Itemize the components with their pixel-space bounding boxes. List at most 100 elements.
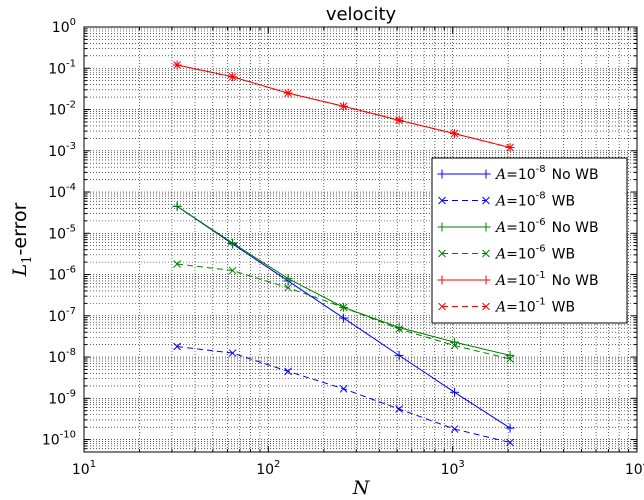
legend-label-exponent: -1 (536, 270, 546, 281)
legend-item: A=10-8 WB (438, 191, 575, 210)
legend-label: A=10-6 WB (494, 244, 575, 263)
tick-label-base: 10 (48, 350, 66, 366)
series-3 (173, 260, 514, 363)
legend-label-variable: A (494, 220, 506, 236)
tick-label-base: 10 (441, 462, 459, 478)
legend-label-exponent: -8 (536, 164, 546, 175)
data-point-marker (284, 89, 292, 97)
legend-label-exponent: -1 (536, 297, 546, 308)
legend-label-suffix: WB (552, 194, 575, 210)
data-point-marker (506, 438, 514, 447)
tick-label-exponent: -10 (60, 430, 76, 441)
tick-label-base: 10 (48, 185, 66, 201)
legend-label-suffix: WB (552, 300, 575, 316)
legend-item: A=10-1 WB (438, 297, 575, 316)
tick-label-base: 10 (48, 61, 66, 77)
data-point-marker (228, 349, 237, 357)
legend-item: A=10-8 No WB (437, 164, 599, 183)
tick-label-exponent: -1 (66, 58, 76, 69)
grid (84, 27, 637, 452)
y-axis-label: L1-error (9, 202, 35, 277)
data-point-marker (339, 102, 348, 111)
x-tick-label: 103 (441, 459, 465, 478)
legend-label-exponent: -8 (536, 191, 546, 202)
y-tick-label: 10-8 (48, 347, 76, 366)
tick-label-exponent: -7 (66, 306, 76, 317)
tick-label-base: 10 (48, 226, 66, 242)
tick-label-base: 10 (42, 433, 60, 449)
ticks (83, 26, 638, 453)
series-1 (173, 342, 514, 447)
data-point-marker (173, 260, 181, 268)
legend-box (431, 157, 628, 324)
data-point-marker (339, 303, 348, 312)
x-axis-label: N (352, 477, 371, 499)
legend-item: A=10-1 No WB (437, 270, 599, 289)
legend-label-equals: =10 (506, 220, 536, 236)
tick-label-base: 10 (52, 20, 70, 36)
legend-marker (482, 302, 490, 311)
series-layer (172, 60, 515, 447)
data-point-marker (450, 341, 459, 350)
legend-label: A=10-1 WB (494, 297, 575, 316)
legend-label-exponent: -6 (536, 244, 546, 255)
y-tick-label: 10-3 (48, 141, 76, 160)
legend-label: A=10-8 WB (494, 191, 575, 210)
legend-item: A=10-6 No WB (437, 217, 599, 236)
data-point-marker (450, 129, 459, 138)
data-point-marker (395, 325, 403, 333)
legend-label-equals: =10 (506, 247, 536, 263)
legend-label-suffix: No WB (552, 220, 599, 236)
legend-marker (482, 249, 490, 258)
legend-label-variable: A (494, 167, 506, 183)
tick-label-exponent: -9 (66, 388, 76, 399)
chart-title: velocity (326, 4, 397, 25)
tick-label-base: 10 (48, 103, 66, 119)
tick-label-base: 10 (48, 268, 66, 284)
data-point-marker (339, 384, 348, 393)
tick-label-exponent: 2 (274, 459, 280, 470)
tick-labels: 10110210310410010-110-210-310-410-510-61… (42, 17, 644, 478)
legend: A=10-8 No WBA=10-8 WBA=10-6 No WBA=10-6 WBA=… (431, 157, 628, 324)
tick-label-exponent: 3 (458, 459, 464, 470)
tick-label-exponent: 0 (70, 17, 76, 28)
tick-label-base: 10 (48, 391, 66, 407)
x-tick-label: 102 (256, 459, 280, 478)
y-tick-label: 10-9 (48, 388, 76, 407)
data-point-marker (284, 283, 292, 292)
legend-marker (438, 249, 446, 258)
tick-label-exponent: -3 (66, 141, 76, 152)
y-tick-label: 10-2 (48, 100, 76, 119)
data-point-marker (395, 116, 403, 125)
y-tick-label: 10-10 (42, 430, 76, 449)
x-tick-label: 104 (625, 459, 644, 478)
data-point-marker (228, 266, 237, 275)
data-point-marker (173, 61, 181, 69)
legend-label-suffix: No WB (552, 273, 599, 289)
legend-label-equals: =10 (506, 273, 536, 289)
legend-label-equals: =10 (506, 167, 536, 183)
data-point-marker (506, 143, 514, 152)
tick-label-base: 10 (72, 462, 90, 478)
y-tick-label: 10-5 (48, 223, 76, 242)
data-point-marker (228, 72, 237, 81)
legend-marker (438, 302, 446, 311)
y-tick-label: 10-6 (48, 265, 76, 284)
tick-label-base: 10 (256, 462, 274, 478)
tick-label-exponent: 1 (90, 459, 96, 470)
data-point-marker (284, 367, 292, 376)
series-5 (173, 61, 514, 152)
legend-label-variable: A (494, 194, 506, 210)
legend-label-variable: A (494, 300, 506, 316)
tick-label-exponent: -2 (66, 100, 76, 111)
data-point-marker (450, 425, 459, 433)
legend-label-suffix: WB (552, 247, 575, 263)
data-point-marker (506, 355, 514, 363)
data-point-marker (173, 342, 181, 351)
tick-label-exponent: -5 (66, 223, 76, 234)
y-axis-label-text: L1-error (9, 202, 35, 277)
legend-label-suffix: No WB (552, 167, 599, 183)
tick-label-base: 10 (48, 309, 66, 325)
tick-label-exponent: -4 (66, 182, 76, 193)
